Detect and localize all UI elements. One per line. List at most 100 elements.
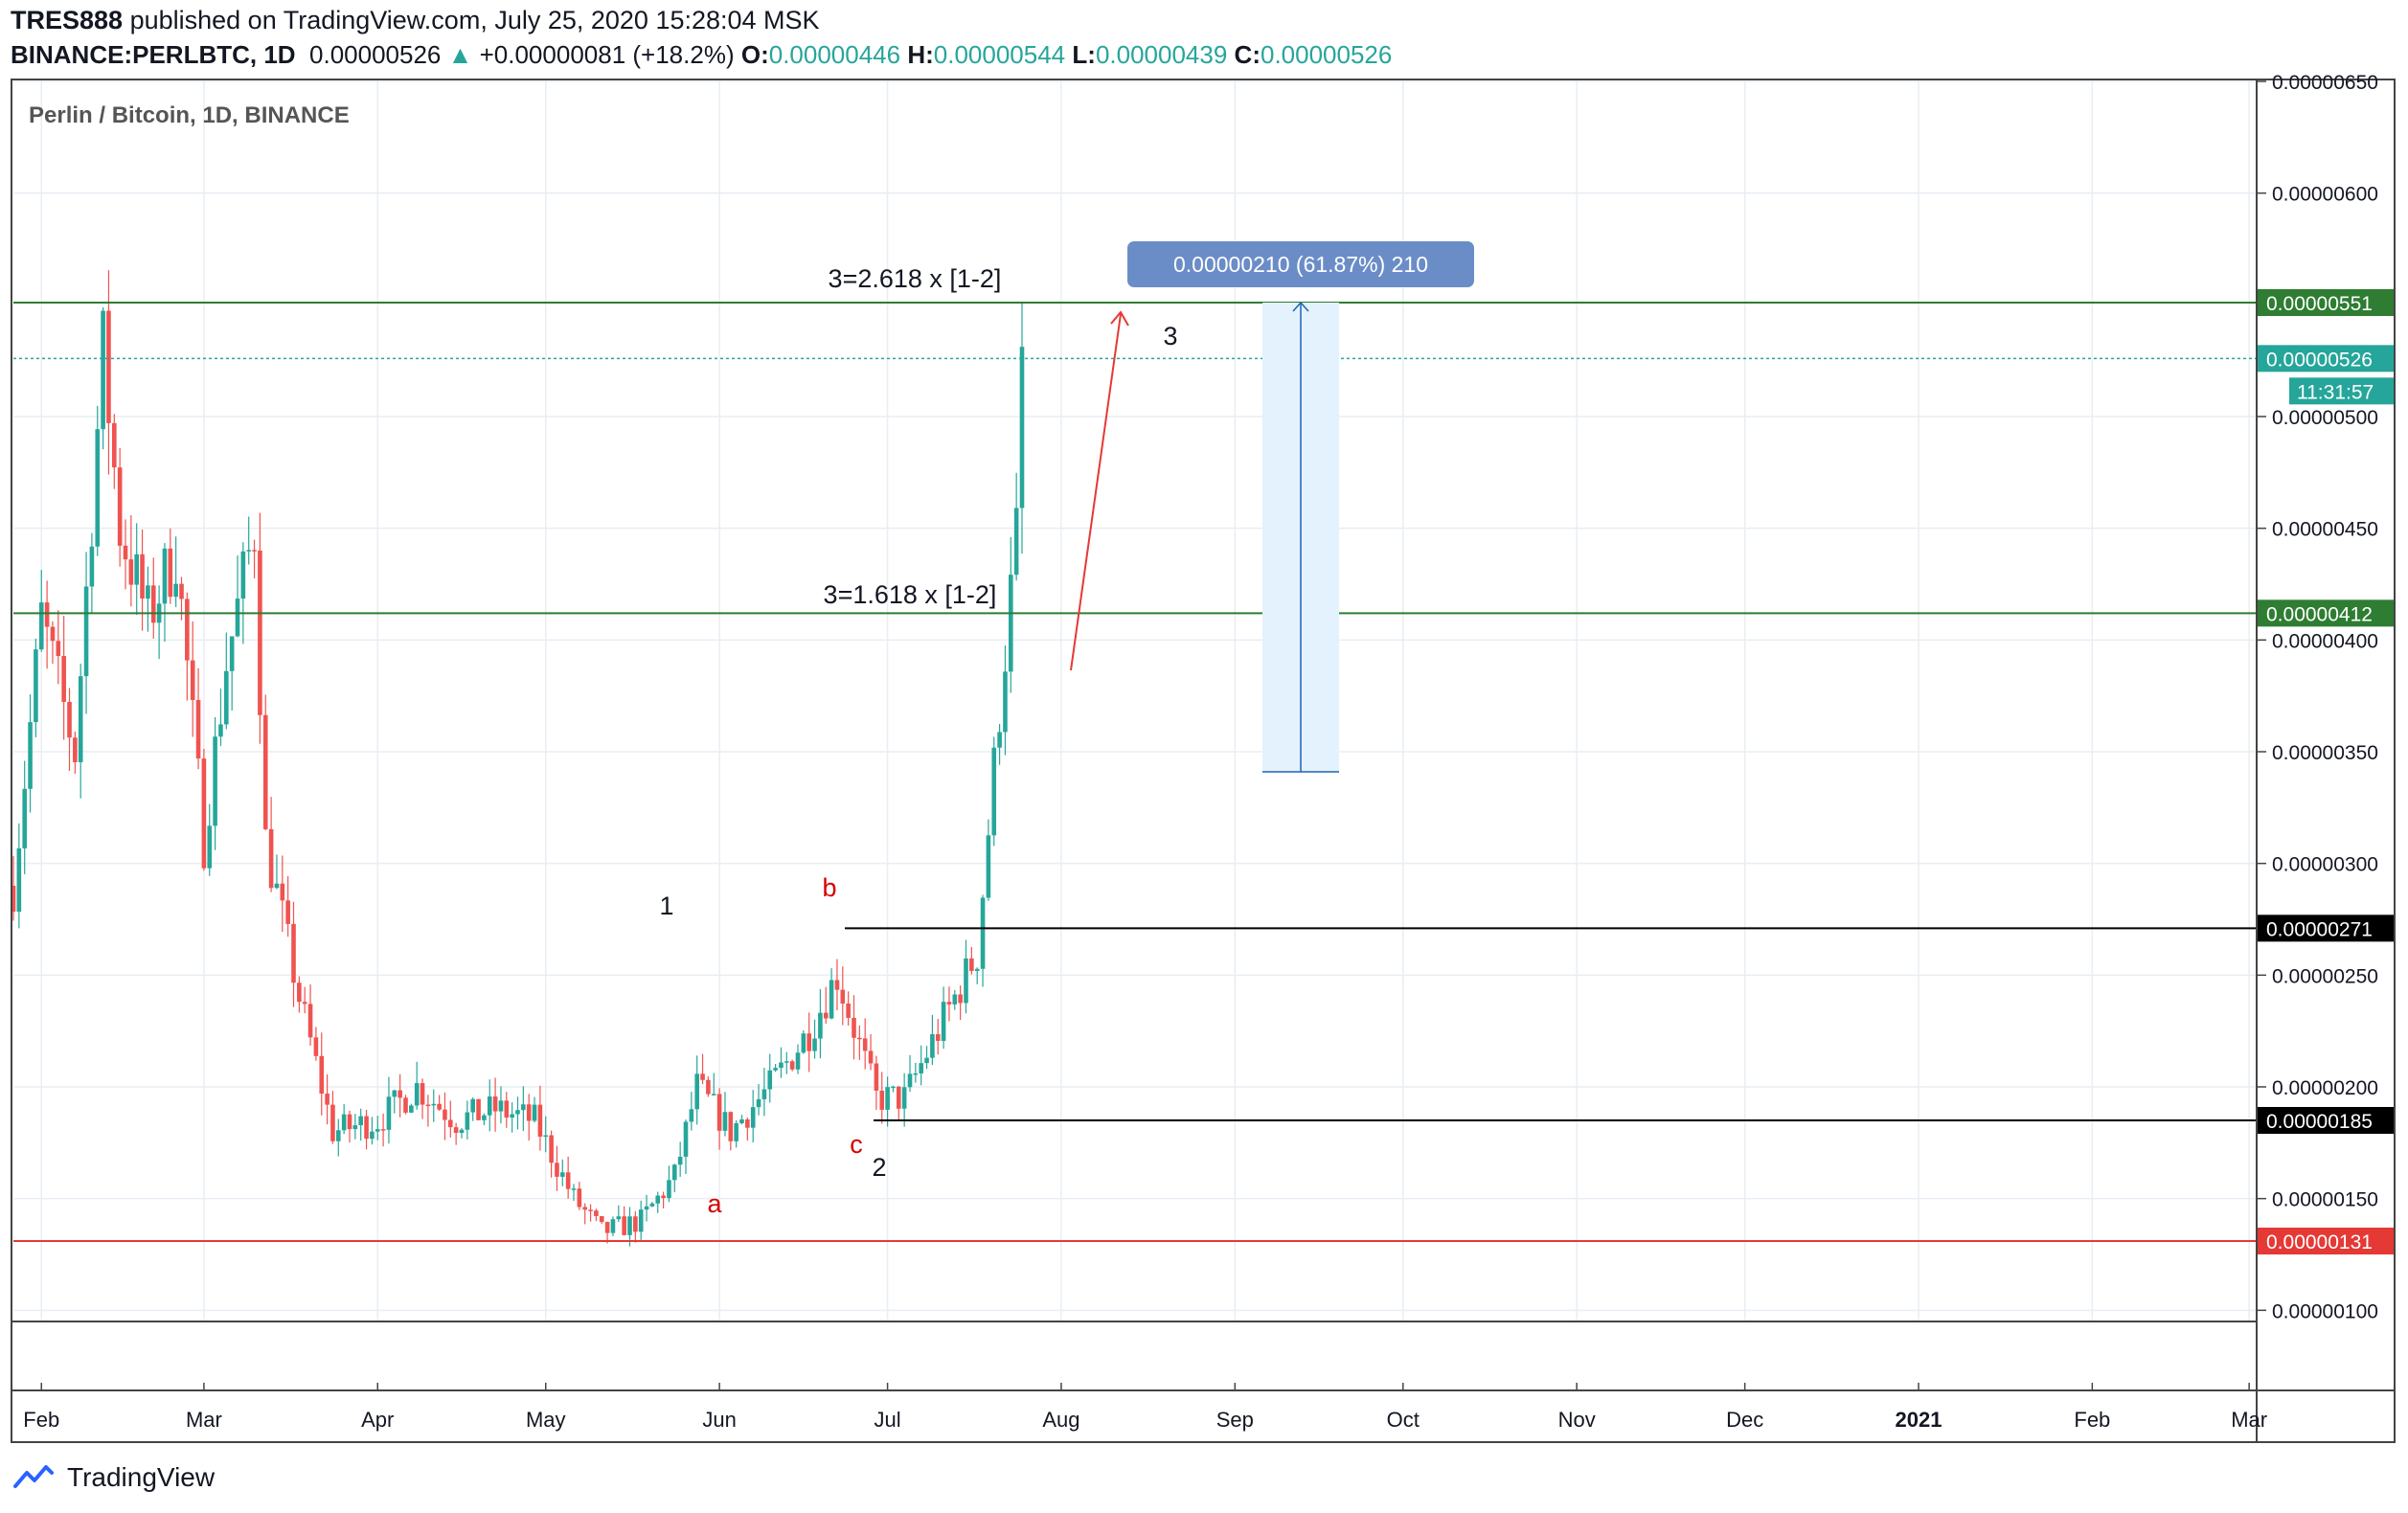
candle-body [403, 1097, 408, 1113]
candle-body [274, 883, 280, 889]
y-tick-label: 0.00000500 [2272, 407, 2378, 429]
candle-body [44, 602, 50, 627]
candle-body [336, 1130, 341, 1141]
y-tick-label: 0.00000100 [2272, 1300, 2378, 1322]
candle-body [61, 655, 66, 702]
projection-arrow [1070, 313, 1122, 671]
candle-body [117, 467, 123, 546]
candle-body [829, 980, 834, 1019]
candle-body [897, 1086, 901, 1109]
tradingview-brand: TradingView [67, 1462, 216, 1492]
candle-body [95, 429, 101, 547]
candle-body [941, 1002, 946, 1041]
y-tick-label: 0.00000200 [2272, 1077, 2378, 1099]
last-price-tag [2258, 345, 2395, 373]
candle-body [599, 1215, 604, 1223]
candle-body [201, 758, 207, 869]
candle-body [868, 1050, 874, 1064]
candle-body [801, 1033, 806, 1053]
wave-1-label: 1 [659, 892, 673, 920]
candle-body [627, 1216, 632, 1235]
open-value: 0.00000446 [768, 40, 901, 69]
candle-body [341, 1114, 347, 1131]
candle-body [347, 1114, 352, 1130]
candle-body [492, 1096, 498, 1112]
chart-frame [11, 79, 2396, 1443]
candle-body [106, 310, 111, 423]
up-triangle-icon: ▲ [447, 40, 473, 69]
candle-body [812, 1038, 817, 1051]
candle-body [28, 722, 33, 789]
candle-body [761, 1089, 767, 1099]
symbol-label: BINANCE:PERLBTC, 1D [11, 40, 296, 69]
candle-body [1013, 508, 1019, 576]
tradingview-logo-icon [13, 1465, 54, 1488]
candle-body [986, 835, 991, 898]
candle-body [195, 700, 201, 759]
candle-body [885, 1087, 890, 1110]
candle-body [734, 1122, 738, 1141]
candle-body [935, 1033, 941, 1041]
x-tick-label: Oct [1387, 1408, 1420, 1432]
candle-body [325, 1094, 329, 1105]
candle-body [852, 1017, 856, 1038]
candle-body [722, 1112, 728, 1131]
last-price-tag-label: 0.00000526 [2266, 349, 2373, 371]
candle-body [946, 1002, 952, 1005]
candle-body [476, 1098, 481, 1120]
candle-body [134, 553, 139, 585]
candle-body [555, 1163, 559, 1177]
candle-body [846, 1004, 851, 1018]
candle-body [504, 1100, 510, 1118]
level-tag-label: 0.00000131 [2266, 1231, 2373, 1253]
candle-body [739, 1118, 744, 1123]
level-tag [2258, 289, 2395, 316]
x-tick-label: Mar [186, 1408, 222, 1432]
candle-body [482, 1115, 487, 1120]
level-tag [2258, 599, 2395, 627]
low-label: L: [1072, 40, 1096, 69]
candle-body [224, 670, 229, 725]
candle-body [370, 1131, 375, 1140]
candle-body [969, 958, 974, 971]
y-tick-label: 0.00000250 [2272, 965, 2378, 987]
candle-body [784, 1061, 789, 1063]
measure-label: 0.00000210 (61.87%) 210 [1173, 252, 1428, 277]
author-name[interactable]: TRES888 [11, 6, 124, 34]
candle-body [532, 1104, 537, 1121]
level-tag-label: 0.00000412 [2266, 603, 2373, 625]
candle-body [750, 1107, 756, 1128]
candle-body [604, 1222, 610, 1233]
candle-body [398, 1090, 402, 1098]
tradingview-logo[interactable]: TradingView [13, 1462, 215, 1493]
candle-body [162, 548, 168, 604]
candle-body [756, 1098, 761, 1108]
candle-body [919, 1063, 923, 1073]
x-tick-label: 2021 [1896, 1408, 1942, 1432]
candle-body [862, 1038, 868, 1051]
candle-body [997, 732, 1002, 748]
level-tag [2258, 1107, 2395, 1134]
change-text: +0.00000081 (+18.2%) [479, 40, 735, 69]
candle-body [128, 559, 134, 585]
wave-a-label: a [707, 1189, 722, 1218]
fib-label-2618: 3=2.618 x [1-2] [829, 264, 1002, 293]
published-text: published on TradingView.com, July 25, 2… [129, 6, 820, 34]
y-tick-label: 0.00000300 [2272, 854, 2378, 876]
candle-body [185, 598, 190, 661]
candle-body [728, 1112, 734, 1141]
candle-body [470, 1098, 475, 1113]
level-tag [2258, 1228, 2395, 1254]
candle-body [616, 1216, 622, 1220]
candle-body [649, 1203, 655, 1207]
x-tick-label: Jun [702, 1408, 736, 1432]
candle-body [667, 1180, 671, 1199]
candle-body [806, 1033, 811, 1051]
candle-body [560, 1172, 565, 1177]
low-value: 0.00000439 [1095, 40, 1228, 69]
candle-body [622, 1216, 626, 1235]
last-price-text: 0.00000526 [309, 40, 442, 69]
candle-body [638, 1209, 644, 1232]
candle-body [526, 1104, 532, 1121]
